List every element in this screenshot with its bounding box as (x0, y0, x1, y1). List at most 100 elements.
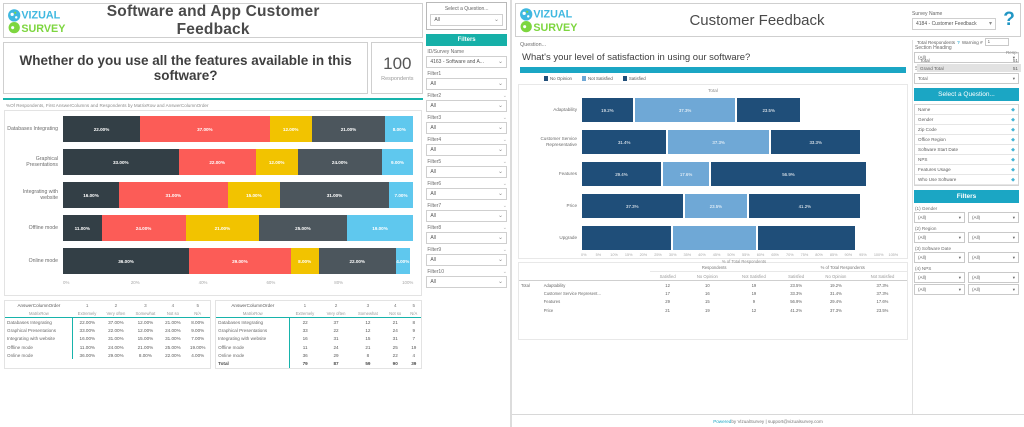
filter-dropdown-7[interactable]: All ⌄ (426, 210, 507, 222)
pin-icon[interactable]: ◆ (1011, 156, 1015, 163)
filter-dropdown-a-5[interactable]: (All) ▾ (914, 284, 965, 295)
table-row: Resp. (917, 48, 1021, 56)
filter-dropdown-2[interactable]: All ⌄ (426, 100, 507, 112)
filter-dropdown-1[interactable]: All ⌄ (426, 78, 507, 90)
filter-value: (All) (918, 287, 927, 292)
bar-segment: 31.4% (581, 129, 668, 155)
chevron-down-icon: ⌄ (497, 213, 503, 219)
filter-dropdown-a-3[interactable]: (All) ▾ (914, 252, 965, 263)
filter-dropdown-3[interactable]: All ⌄ (426, 122, 507, 134)
warning-input[interactable]: 1 (984, 38, 1009, 46)
right-filters-header: Filters (914, 190, 1019, 203)
bar-segment: 37.3% (581, 193, 684, 219)
filter-value: All (430, 213, 436, 219)
table-total-label (519, 306, 542, 314)
pin-icon[interactable]: ◆ (1011, 116, 1015, 123)
left-survey-name-dropdown[interactable]: 4163 - Software and A... ⌄ (426, 56, 507, 68)
table-header-cell: 1 (303, 302, 307, 308)
table-row: Integrating with website 16.00% 31.00% 15.0… (5, 334, 210, 343)
chevron-down-icon: ▾ (1012, 75, 1015, 81)
filter-dropdown-b-5[interactable]: (All) ▾ (968, 284, 1019, 295)
filter-dropdown-4[interactable]: All ⌄ (426, 144, 507, 156)
right-survey-name-dropdown[interactable]: 4184 - Customer Feedback ▾ (912, 17, 996, 30)
question-list-item-6[interactable]: NPS ◆ (915, 155, 1018, 165)
filter-dropdown-8[interactable]: All ⌄ (426, 232, 507, 244)
table-row: Databases Integrating 22.00% 37.00% 12.00% 2… (5, 317, 210, 327)
question-list-item-5[interactable]: Software Start Date ◆ (915, 145, 1018, 155)
filter-dropdown-6[interactable]: All ⌄ (426, 188, 507, 200)
axis-tick-label: 55% (742, 253, 750, 257)
left-main-area: VIZUAL SURVEY Software and App Customer … (0, 0, 426, 427)
chevron-down-icon: ▾ (958, 274, 961, 280)
axis-tick-label: 60% (756, 253, 765, 257)
right-dashboard-panel: VIZUAL SURVEY Customer Feedback Survey N… (512, 0, 1024, 427)
pin-icon[interactable]: ◆ (1011, 146, 1015, 153)
table-cell: 8.00% (138, 352, 152, 358)
filter-dropdown-5[interactable]: All ⌄ (426, 166, 507, 178)
pin-icon[interactable]: ◆ (1011, 106, 1015, 113)
left-filter-list: Filter1 All ⌄ Filter2 ⌄ All ⌄ Filter3 ⌄ All ⌄ Filte… (426, 71, 507, 288)
table-cell: 19.00% (189, 344, 206, 350)
question-list-item-3[interactable]: Zip Code ◆ (915, 125, 1018, 135)
chevron-down-icon: ▾ (1012, 254, 1015, 260)
question-list-item-8[interactable]: Who Use Software ◆ (915, 175, 1018, 185)
table-cell: 8.00% (191, 319, 205, 325)
help-icon-small[interactable]: ? (957, 39, 960, 45)
row-label: Adaptability (543, 282, 566, 288)
axis-tick-label: 65% (771, 253, 779, 257)
table-cell: 29.00% (108, 352, 124, 358)
table-row: Graphical Presentations 33 22 12 24 9 (216, 326, 421, 335)
chevron-down-icon: ⌄ (502, 93, 507, 99)
svg-text:SURVEY: SURVEY (21, 22, 65, 34)
filter-dropdown-a-1[interactable]: (All) ▾ (914, 212, 965, 223)
filter-dropdown-10[interactable]: All ⌄ (426, 276, 507, 288)
question-list-item-1[interactable]: Name ◆ (915, 105, 1018, 115)
split-graph-dropdown[interactable]: Total ▾ (914, 73, 1019, 84)
table-cell: 79 (302, 360, 308, 366)
table-cell: 9.00% (191, 328, 205, 334)
question-item-label: Name (918, 107, 931, 112)
bar-segment (581, 225, 672, 251)
filter-dropdown-b-3[interactable]: (All) ▾ (968, 252, 1019, 263)
filter-dropdown-b-1[interactable]: (All) ▾ (968, 212, 1019, 223)
axis-tick-label: 70% (785, 253, 794, 257)
table-cell: 25 (392, 344, 398, 350)
question-list-item-4[interactable]: Office Region ◆ (915, 135, 1018, 145)
legend-item: No Opinion (544, 76, 572, 81)
right-chart-rows: Adaptability 19.2% 37.3% 23.5% Customer Serv… (519, 95, 907, 253)
question-list-item-2[interactable]: Gender ◆ (915, 115, 1018, 125)
pin-icon[interactable]: ◆ (1011, 126, 1015, 133)
table-cell: 17.6% (876, 299, 889, 305)
pin-icon[interactable]: ◆ (1011, 166, 1015, 173)
help-icon[interactable]: ? (1003, 9, 1015, 30)
filter-dropdown-9[interactable]: All ⌄ (426, 254, 507, 266)
table-header-cell: AnswerColumnOrder (231, 302, 275, 308)
filter-dropdown-a-4[interactable]: (All) ▾ (914, 272, 965, 283)
bar-segment: 33.3% (769, 129, 862, 155)
filter-dropdown-a-2[interactable]: (All) ▾ (914, 232, 965, 243)
chart-bar-row: Databases Integrating 22.00% 37.00% 12.00% 2… (5, 114, 421, 144)
vizual-survey-logo-right: VIZUAL SURVEY (516, 5, 602, 36)
bar-segment: 23.5% (736, 97, 801, 123)
table-cell: 15 (365, 336, 371, 342)
filter-value: All (430, 169, 436, 175)
select-question-button[interactable]: Select a Question... (914, 88, 1019, 101)
svg-text:VIZUAL: VIZUAL (21, 9, 60, 21)
table-cell: 24 (333, 344, 339, 350)
table-cell: 12.00% (137, 328, 154, 334)
left-select-question-box[interactable]: Select a Question... All ⌄ (426, 2, 507, 30)
pin-icon[interactable]: ◆ (1011, 136, 1015, 143)
chart-category-label: Customer Service Representative (540, 136, 577, 147)
chevron-down-icon: ⌄ (502, 247, 507, 253)
chart-bar-row: Integrating with website 16.00% 31.00% 15.0… (5, 180, 421, 210)
table-cell: 11 (302, 344, 308, 350)
chevron-down-icon: ⌄ (497, 279, 503, 285)
filter-dropdown-b-4[interactable]: (All) ▾ (968, 272, 1019, 283)
table-header-cell: N/A (406, 309, 422, 319)
filter-dropdown-b-2[interactable]: (All) ▾ (968, 232, 1019, 243)
left-select-question-dropdown[interactable]: All ⌄ (430, 14, 503, 26)
section-heading-dropdown[interactable]: (All) ▾ (914, 52, 1019, 63)
pin-icon[interactable]: ◆ (1011, 176, 1015, 183)
question-list-item-7[interactable]: Features Usage ◆ (915, 165, 1018, 175)
chart-category-label: Upgrade (559, 235, 577, 241)
